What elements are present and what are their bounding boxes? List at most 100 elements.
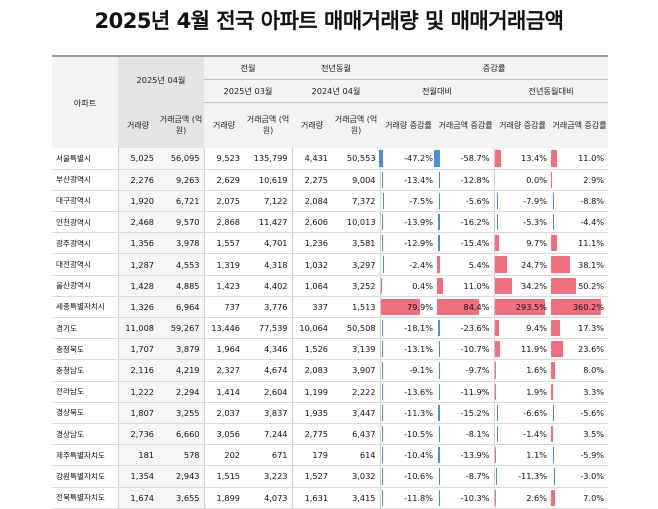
positive-bar (495, 447, 496, 463)
yoy-amount-rate-cell: 38.1% (551, 254, 608, 275)
negative-bar (439, 362, 440, 378)
rate-value: -13.9% (461, 450, 490, 460)
rate-value: -13.4% (404, 175, 433, 185)
rate-value: 84.4% (464, 302, 490, 312)
yoy-amount-rate-cell: -3.0% (551, 466, 608, 487)
prev-month-amount-cell: 4,318 (244, 254, 292, 275)
prev-year-amount-cell: 3,032 (332, 466, 380, 487)
rate-value: 3.5% (583, 429, 604, 439)
negative-bar (382, 341, 383, 357)
prev-month-volume-cell: 2,075 (204, 190, 244, 211)
positive-bar (495, 256, 507, 272)
mom-amount-rate-cell: 11.0% (437, 275, 494, 296)
yoy-amount-rate-cell: 17.3% (551, 318, 608, 339)
rate-value: -10.4% (404, 450, 433, 460)
rate-value: 17.3% (578, 323, 604, 333)
yoy-volume-rate-cell: 2.6% (494, 487, 551, 508)
negative-bar (382, 320, 384, 336)
prev-year-volume-cell: 10,064 (292, 318, 332, 339)
rate-value: -15.2% (461, 408, 490, 418)
current-period-header: 2025년 04월 (118, 56, 204, 102)
rate-value: 0.0% (526, 175, 547, 185)
mom-volume-rate-cell: -13.9% (380, 212, 437, 233)
mom-volume-rate-cell: -10.6% (380, 466, 437, 487)
mom-volume-rate-cell: 0.4% (380, 275, 437, 296)
rate-value: 7.0% (583, 493, 604, 503)
prev-year-volume-cell: 2,775 (292, 423, 332, 444)
prev-month-volume-cell: 2,327 (204, 360, 244, 381)
rate-value: 11.9% (521, 344, 547, 354)
prev-year-volume-cell: 1,526 (292, 339, 332, 360)
negative-bar (383, 193, 384, 209)
prev-year-amount-cell: 3,252 (332, 275, 380, 296)
prev-year-volume-cell: 337 (292, 296, 332, 317)
region-column-header: 아파트 (52, 56, 118, 148)
rate-value: 38.1% (578, 260, 604, 270)
mom-amount-rate-cell: -16.2% (437, 212, 494, 233)
negative-bar (382, 235, 383, 251)
rate-value: -10.6% (404, 471, 433, 481)
negative-bar (439, 384, 440, 400)
prev-year-volume-cell: 1,631 (292, 487, 332, 508)
positive-bar (551, 235, 557, 251)
negative-bar (382, 384, 383, 400)
mom-amount-rate-cell: -12.8% (437, 169, 494, 190)
mom-amount-rate-cell: -8.1% (437, 423, 494, 444)
prev-year-volume-cell: 2,275 (292, 169, 332, 190)
volume-cell: 1,920 (118, 190, 158, 211)
region-name: 경상남도 (52, 423, 118, 444)
yoy-volume-rate-cell: 9.7% (494, 233, 551, 254)
mom-volume-rate-cell: 79.9% (380, 296, 437, 317)
mom-volume-rate-cell: -18.1% (380, 318, 437, 339)
prev-month-amount-cell: 7,122 (244, 190, 292, 211)
page-title: 2025년 4월 전국 아파트 매매거래량 및 매매거래금액 (0, 0, 658, 44)
rate-value: -5.6% (466, 196, 490, 206)
yoy-volume-rate-cell: 1.1% (494, 445, 551, 466)
yoy-amount-rate-cell: 8.0% (551, 360, 608, 381)
positive-bar (551, 172, 552, 188)
mom-volume-rate-cell: -9.1% (380, 360, 437, 381)
positive-bar (495, 490, 496, 506)
yoy-header: 전년동월대비 (494, 79, 608, 102)
prev-year-amount-cell: 10,013 (332, 212, 380, 233)
rate-value: -5.6% (580, 408, 604, 418)
rate-value: 24.7% (521, 260, 547, 270)
mom-header: 전월대비 (380, 79, 494, 102)
rate-value: -1.4% (523, 429, 547, 439)
rate-value: 50.2% (578, 281, 604, 291)
rate-value: 11.0% (578, 153, 604, 163)
prev-year-amount-cell: 7,372 (332, 190, 380, 211)
yoy-amount-rate-cell: -8.8% (551, 190, 608, 211)
rate-value: 79.9% (407, 302, 433, 312)
prev-month-amount-cell: 671 (244, 445, 292, 466)
negative-bar (497, 193, 498, 209)
amount-cell: 4,219 (158, 360, 204, 381)
prev-year-volume-cell: 1,199 (292, 381, 332, 402)
positive-bar (551, 362, 555, 378)
apartment-transactions-table: 아파트 2025년 04월 전월 전년동월 증감률 2025년 03월 2024… (52, 55, 608, 509)
mom-amount-rate-cell: -11.9% (437, 381, 494, 402)
rate-value: 13.4% (521, 153, 547, 163)
prev-year-volume-cell: 1,935 (292, 402, 332, 423)
region-name: 경기도 (52, 318, 118, 339)
volume-header: 거래량 (204, 102, 244, 148)
change-rate-group-header: 증감률 (380, 56, 608, 79)
prev-month-amount-cell: 2,604 (244, 381, 292, 402)
negative-bar (553, 405, 554, 421)
yoy-volume-rate-cell: 293.5% (494, 296, 551, 317)
positive-bar (551, 256, 570, 272)
negative-bar (438, 447, 439, 463)
negative-bar (438, 405, 440, 421)
mom-amount-rate-cell: -10.7% (437, 339, 494, 360)
prev-month-volume-cell: 1,423 (204, 275, 244, 296)
rate-value: -9.7% (466, 365, 490, 375)
volume-cell: 1,354 (118, 466, 158, 487)
rate-value: -11.8% (404, 493, 433, 503)
yoy-volume-rate-cell: 34.2% (494, 275, 551, 296)
rate-value: -11.3% (518, 471, 547, 481)
negative-bar (382, 405, 383, 421)
prev-month-group-header: 전월 (204, 56, 292, 79)
